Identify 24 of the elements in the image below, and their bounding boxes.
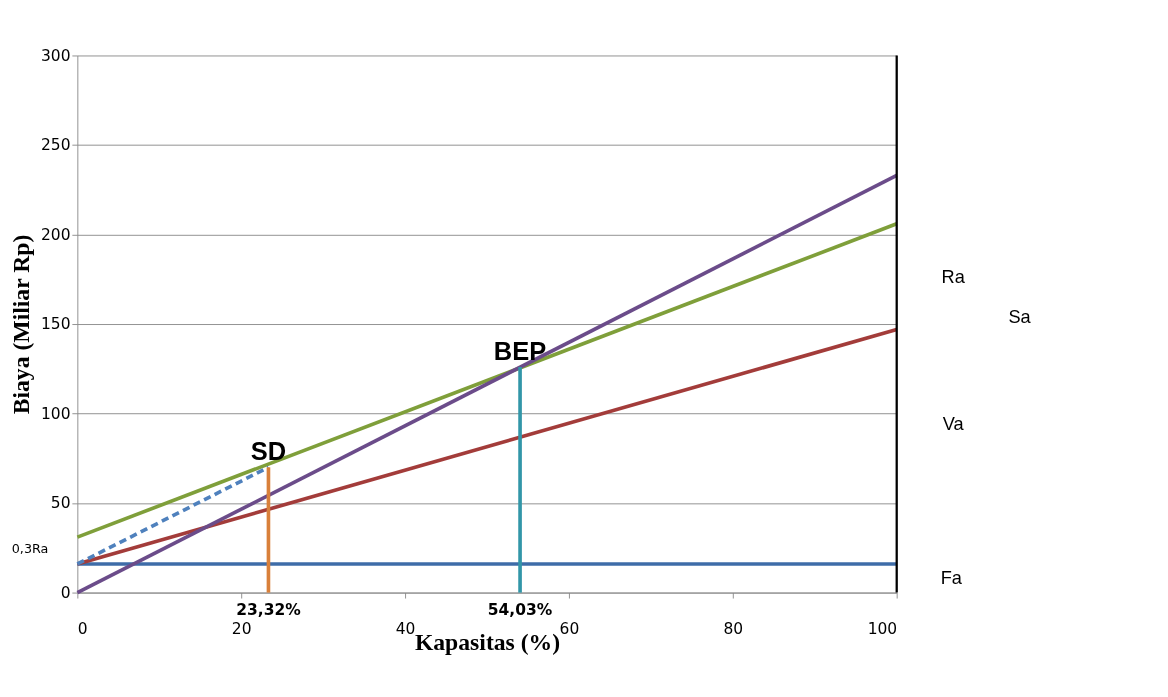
x-tick-label: 0 xyxy=(77,620,88,639)
x-tick-label: 60 xyxy=(559,620,580,639)
x-tick-label: 20 xyxy=(231,620,252,639)
y-tick-label: 300 xyxy=(41,46,71,65)
x-tick-label: 100 xyxy=(867,620,898,639)
x-tick-label: 40 xyxy=(395,620,416,639)
y-tick-label: 150 xyxy=(41,315,71,334)
annotation: 23,32% xyxy=(236,601,302,620)
y-tick-label: 100 xyxy=(41,404,71,423)
y-tick-label: 250 xyxy=(41,136,71,155)
text: 0,3Ra xyxy=(11,541,49,557)
annotation: Ra xyxy=(941,266,966,287)
annotation: Fa xyxy=(940,567,963,588)
text: Sa xyxy=(1008,306,1032,327)
annotation: 54,03% xyxy=(487,601,553,620)
y-tick-label: 200 xyxy=(41,225,71,244)
y-tick-label: 0 xyxy=(60,583,71,602)
annotation: Va xyxy=(942,413,965,434)
y-tick-label: 50 xyxy=(50,494,71,513)
annotation: SD xyxy=(250,437,287,466)
x-axis-title: Kapasitas (%) xyxy=(414,629,561,656)
y-axis-title: Biaya (Miliar Rp) xyxy=(8,234,35,415)
annotation: BEP xyxy=(493,336,547,365)
x-tick-label: 80 xyxy=(723,620,744,639)
